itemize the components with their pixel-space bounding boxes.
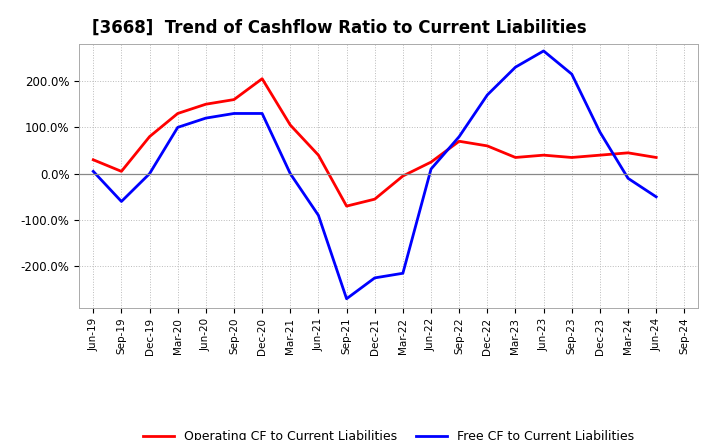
Free CF to Current Liabilities — [539, 48, 548, 54]
Free CF to Current Liabilities — [145, 171, 154, 176]
Operating CF to Current Liabilities — [539, 153, 548, 158]
Operating CF to Current Liabilities — [483, 143, 492, 149]
Text: [3668]  Trend of Cashflow Ratio to Current Liabilities: [3668] Trend of Cashflow Ratio to Curren… — [91, 19, 586, 37]
Operating CF to Current Liabilities — [427, 159, 436, 165]
Free CF to Current Liabilities — [286, 171, 294, 176]
Free CF to Current Liabilities — [314, 213, 323, 218]
Free CF to Current Liabilities — [342, 296, 351, 301]
Operating CF to Current Liabilities — [286, 122, 294, 128]
Free CF to Current Liabilities — [202, 115, 210, 121]
Free CF to Current Liabilities — [89, 169, 98, 174]
Operating CF to Current Liabilities — [258, 76, 266, 81]
Free CF to Current Liabilities — [370, 275, 379, 281]
Operating CF to Current Liabilities — [399, 173, 408, 179]
Operating CF to Current Liabilities — [314, 153, 323, 158]
Free CF to Current Liabilities — [624, 176, 632, 181]
Line: Operating CF to Current Liabilities: Operating CF to Current Liabilities — [94, 79, 656, 206]
Free CF to Current Liabilities — [174, 125, 182, 130]
Operating CF to Current Liabilities — [624, 150, 632, 155]
Operating CF to Current Liabilities — [370, 197, 379, 202]
Operating CF to Current Liabilities — [230, 97, 238, 102]
Free CF to Current Liabilities — [595, 129, 604, 135]
Line: Free CF to Current Liabilities: Free CF to Current Liabilities — [94, 51, 656, 299]
Operating CF to Current Liabilities — [117, 169, 126, 174]
Operating CF to Current Liabilities — [89, 157, 98, 162]
Free CF to Current Liabilities — [427, 166, 436, 172]
Operating CF to Current Liabilities — [202, 102, 210, 107]
Free CF to Current Liabilities — [117, 199, 126, 204]
Operating CF to Current Liabilities — [652, 155, 660, 160]
Operating CF to Current Liabilities — [342, 203, 351, 209]
Operating CF to Current Liabilities — [455, 139, 464, 144]
Operating CF to Current Liabilities — [174, 111, 182, 116]
Free CF to Current Liabilities — [455, 134, 464, 139]
Free CF to Current Liabilities — [567, 71, 576, 77]
Free CF to Current Liabilities — [230, 111, 238, 116]
Operating CF to Current Liabilities — [595, 153, 604, 158]
Operating CF to Current Liabilities — [145, 134, 154, 139]
Operating CF to Current Liabilities — [567, 155, 576, 160]
Free CF to Current Liabilities — [258, 111, 266, 116]
Free CF to Current Liabilities — [652, 194, 660, 199]
Free CF to Current Liabilities — [511, 65, 520, 70]
Legend: Operating CF to Current Liabilities, Free CF to Current Liabilities: Operating CF to Current Liabilities, Fre… — [138, 425, 639, 440]
Free CF to Current Liabilities — [399, 271, 408, 276]
Free CF to Current Liabilities — [483, 92, 492, 98]
Operating CF to Current Liabilities — [511, 155, 520, 160]
